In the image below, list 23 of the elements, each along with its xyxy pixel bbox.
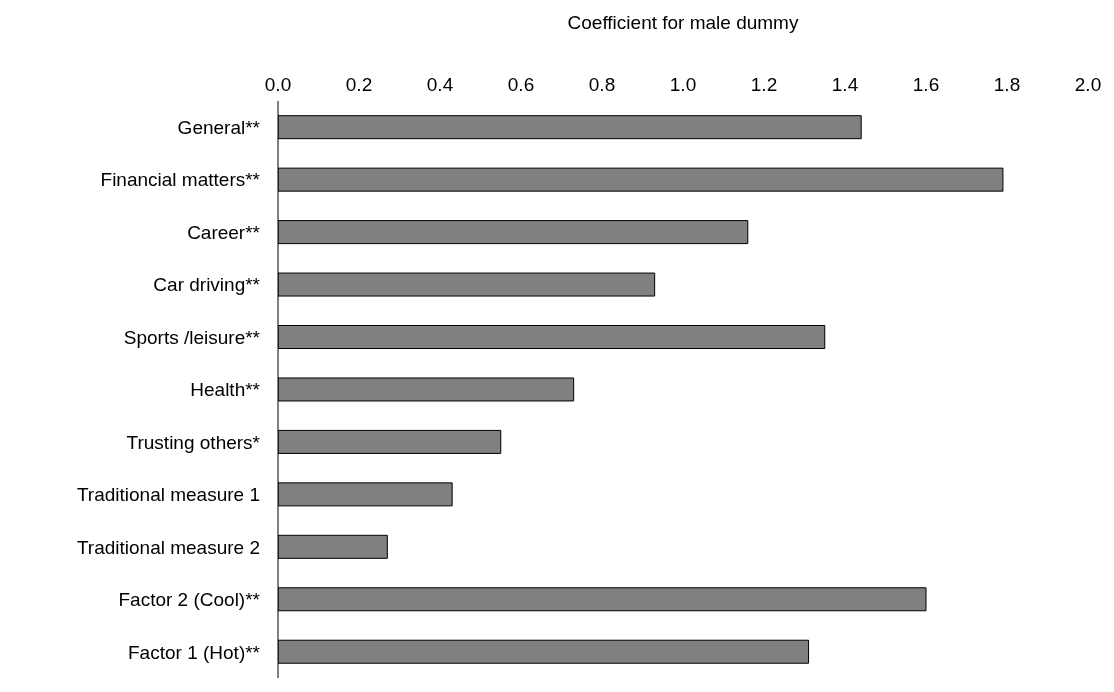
x-tick-label: 2.0 <box>1074 74 1102 95</box>
y-tick-label: Trusting others* <box>126 431 261 453</box>
y-tick-label: Factor 2 (Cool)** <box>118 589 261 611</box>
x-tick-label: 0.0 <box>264 74 292 95</box>
y-tick-label: Car driving** <box>153 274 261 296</box>
y-tick-label: General** <box>177 116 261 138</box>
x-tick-label: 1.2 <box>750 74 778 95</box>
y-tick-label: Career** <box>187 221 261 243</box>
x-tick-label: 0.4 <box>426 74 454 95</box>
y-tick-label: Health** <box>190 379 261 401</box>
x-tick-label: 0.8 <box>588 74 616 95</box>
x-tick-label: 1.0 <box>669 74 697 95</box>
y-tick-label: Factor 1 (Hot)** <box>128 641 261 663</box>
y-tick-label: Financial matters** <box>100 169 261 191</box>
x-tick-label: 1.6 <box>912 74 940 95</box>
x-tick-label: 0.6 <box>507 74 535 95</box>
x-tick-label: 1.8 <box>993 74 1021 95</box>
x-tick-label: 0.2 <box>345 74 373 95</box>
x-axis-title: Coefficient for male dummy <box>567 12 799 34</box>
y-tick-label: Traditional measure 1 <box>76 484 260 506</box>
y-tick-label: Traditional measure 2 <box>76 536 260 558</box>
x-tick-label: 1.4 <box>831 74 859 95</box>
y-tick-label: Sports /leisure** <box>123 326 261 348</box>
